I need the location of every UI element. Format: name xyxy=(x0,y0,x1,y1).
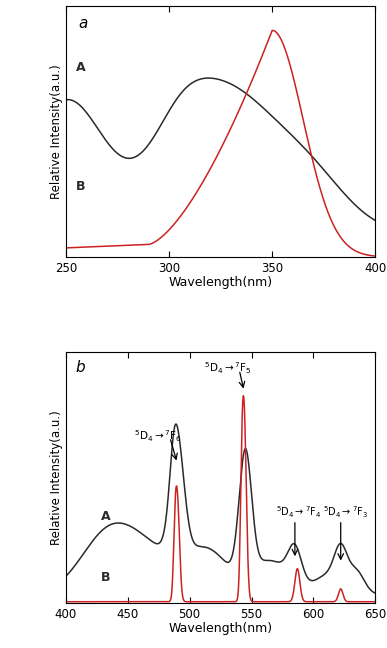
Text: A: A xyxy=(101,510,110,523)
Text: b: b xyxy=(75,360,85,375)
Y-axis label: Relative Intensity(a.u.): Relative Intensity(a.u.) xyxy=(50,410,63,545)
Text: $\mathregular{^5D_4{\rightarrow}^7F_4}$: $\mathregular{^5D_4{\rightarrow}^7F_4}$ xyxy=(276,504,322,520)
Y-axis label: Relative Intensity(a.u.): Relative Intensity(a.u.) xyxy=(50,64,63,199)
Text: B: B xyxy=(101,571,110,584)
X-axis label: Wavelength(nm): Wavelength(nm) xyxy=(168,276,273,289)
X-axis label: Wavelength(nm): Wavelength(nm) xyxy=(168,622,273,635)
Text: $\mathregular{^5D_4{\rightarrow}^7F_6}$: $\mathregular{^5D_4{\rightarrow}^7F_6}$ xyxy=(134,428,182,444)
Text: $\mathregular{^5D_4{\rightarrow}^7F_5}$: $\mathregular{^5D_4{\rightarrow}^7F_5}$ xyxy=(204,360,252,376)
Text: a: a xyxy=(78,16,87,32)
Text: A: A xyxy=(76,61,86,74)
Text: $\mathregular{^5D_4{\rightarrow}^7F_3}$: $\mathregular{^5D_4{\rightarrow}^7F_3}$ xyxy=(324,504,368,520)
Text: B: B xyxy=(76,180,86,193)
